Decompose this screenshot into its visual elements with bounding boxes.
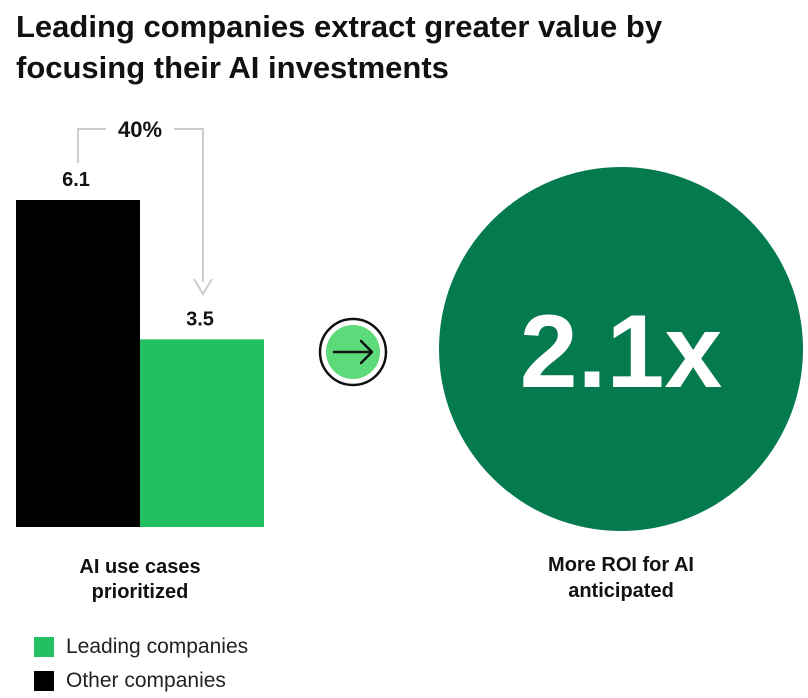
legend-swatch-other <box>34 671 54 691</box>
difference-arrow: 40% <box>77 117 213 296</box>
legend-label-leading: Leading companies <box>66 635 249 658</box>
difference-arrow-right-line <box>174 128 204 282</box>
bar-value-label-other: 6.1 <box>62 169 90 191</box>
arrow-right-icon <box>318 317 388 387</box>
legend-label-other: Other companies <box>66 669 226 692</box>
bars-group: 6.1 3.5 <box>16 169 264 527</box>
chart-title: Leading companies extract greater value … <box>16 9 663 85</box>
roi-label-line-2: anticipated <box>568 580 674 602</box>
bar-value-label-leading: 3.5 <box>186 308 214 330</box>
bar-leading <box>140 339 264 527</box>
legend-item-leading: Leading companies <box>34 630 248 664</box>
roi-value: 2.1x <box>520 294 723 410</box>
difference-label: 40% <box>118 117 162 142</box>
legend: Leading companies Other companies <box>34 630 248 698</box>
roi-label-line-1: More ROI for AI <box>548 554 694 576</box>
difference-arrow-left-line <box>77 128 106 163</box>
category-label-line-2: prioritized <box>92 581 189 603</box>
legend-swatch-leading <box>34 637 54 657</box>
legend-item-other: Other companies <box>34 664 248 698</box>
bar-other <box>16 200 140 527</box>
category-label-line-1: AI use cases <box>79 556 200 578</box>
difference-arrowhead <box>193 278 213 296</box>
roi-circle <box>439 167 803 531</box>
